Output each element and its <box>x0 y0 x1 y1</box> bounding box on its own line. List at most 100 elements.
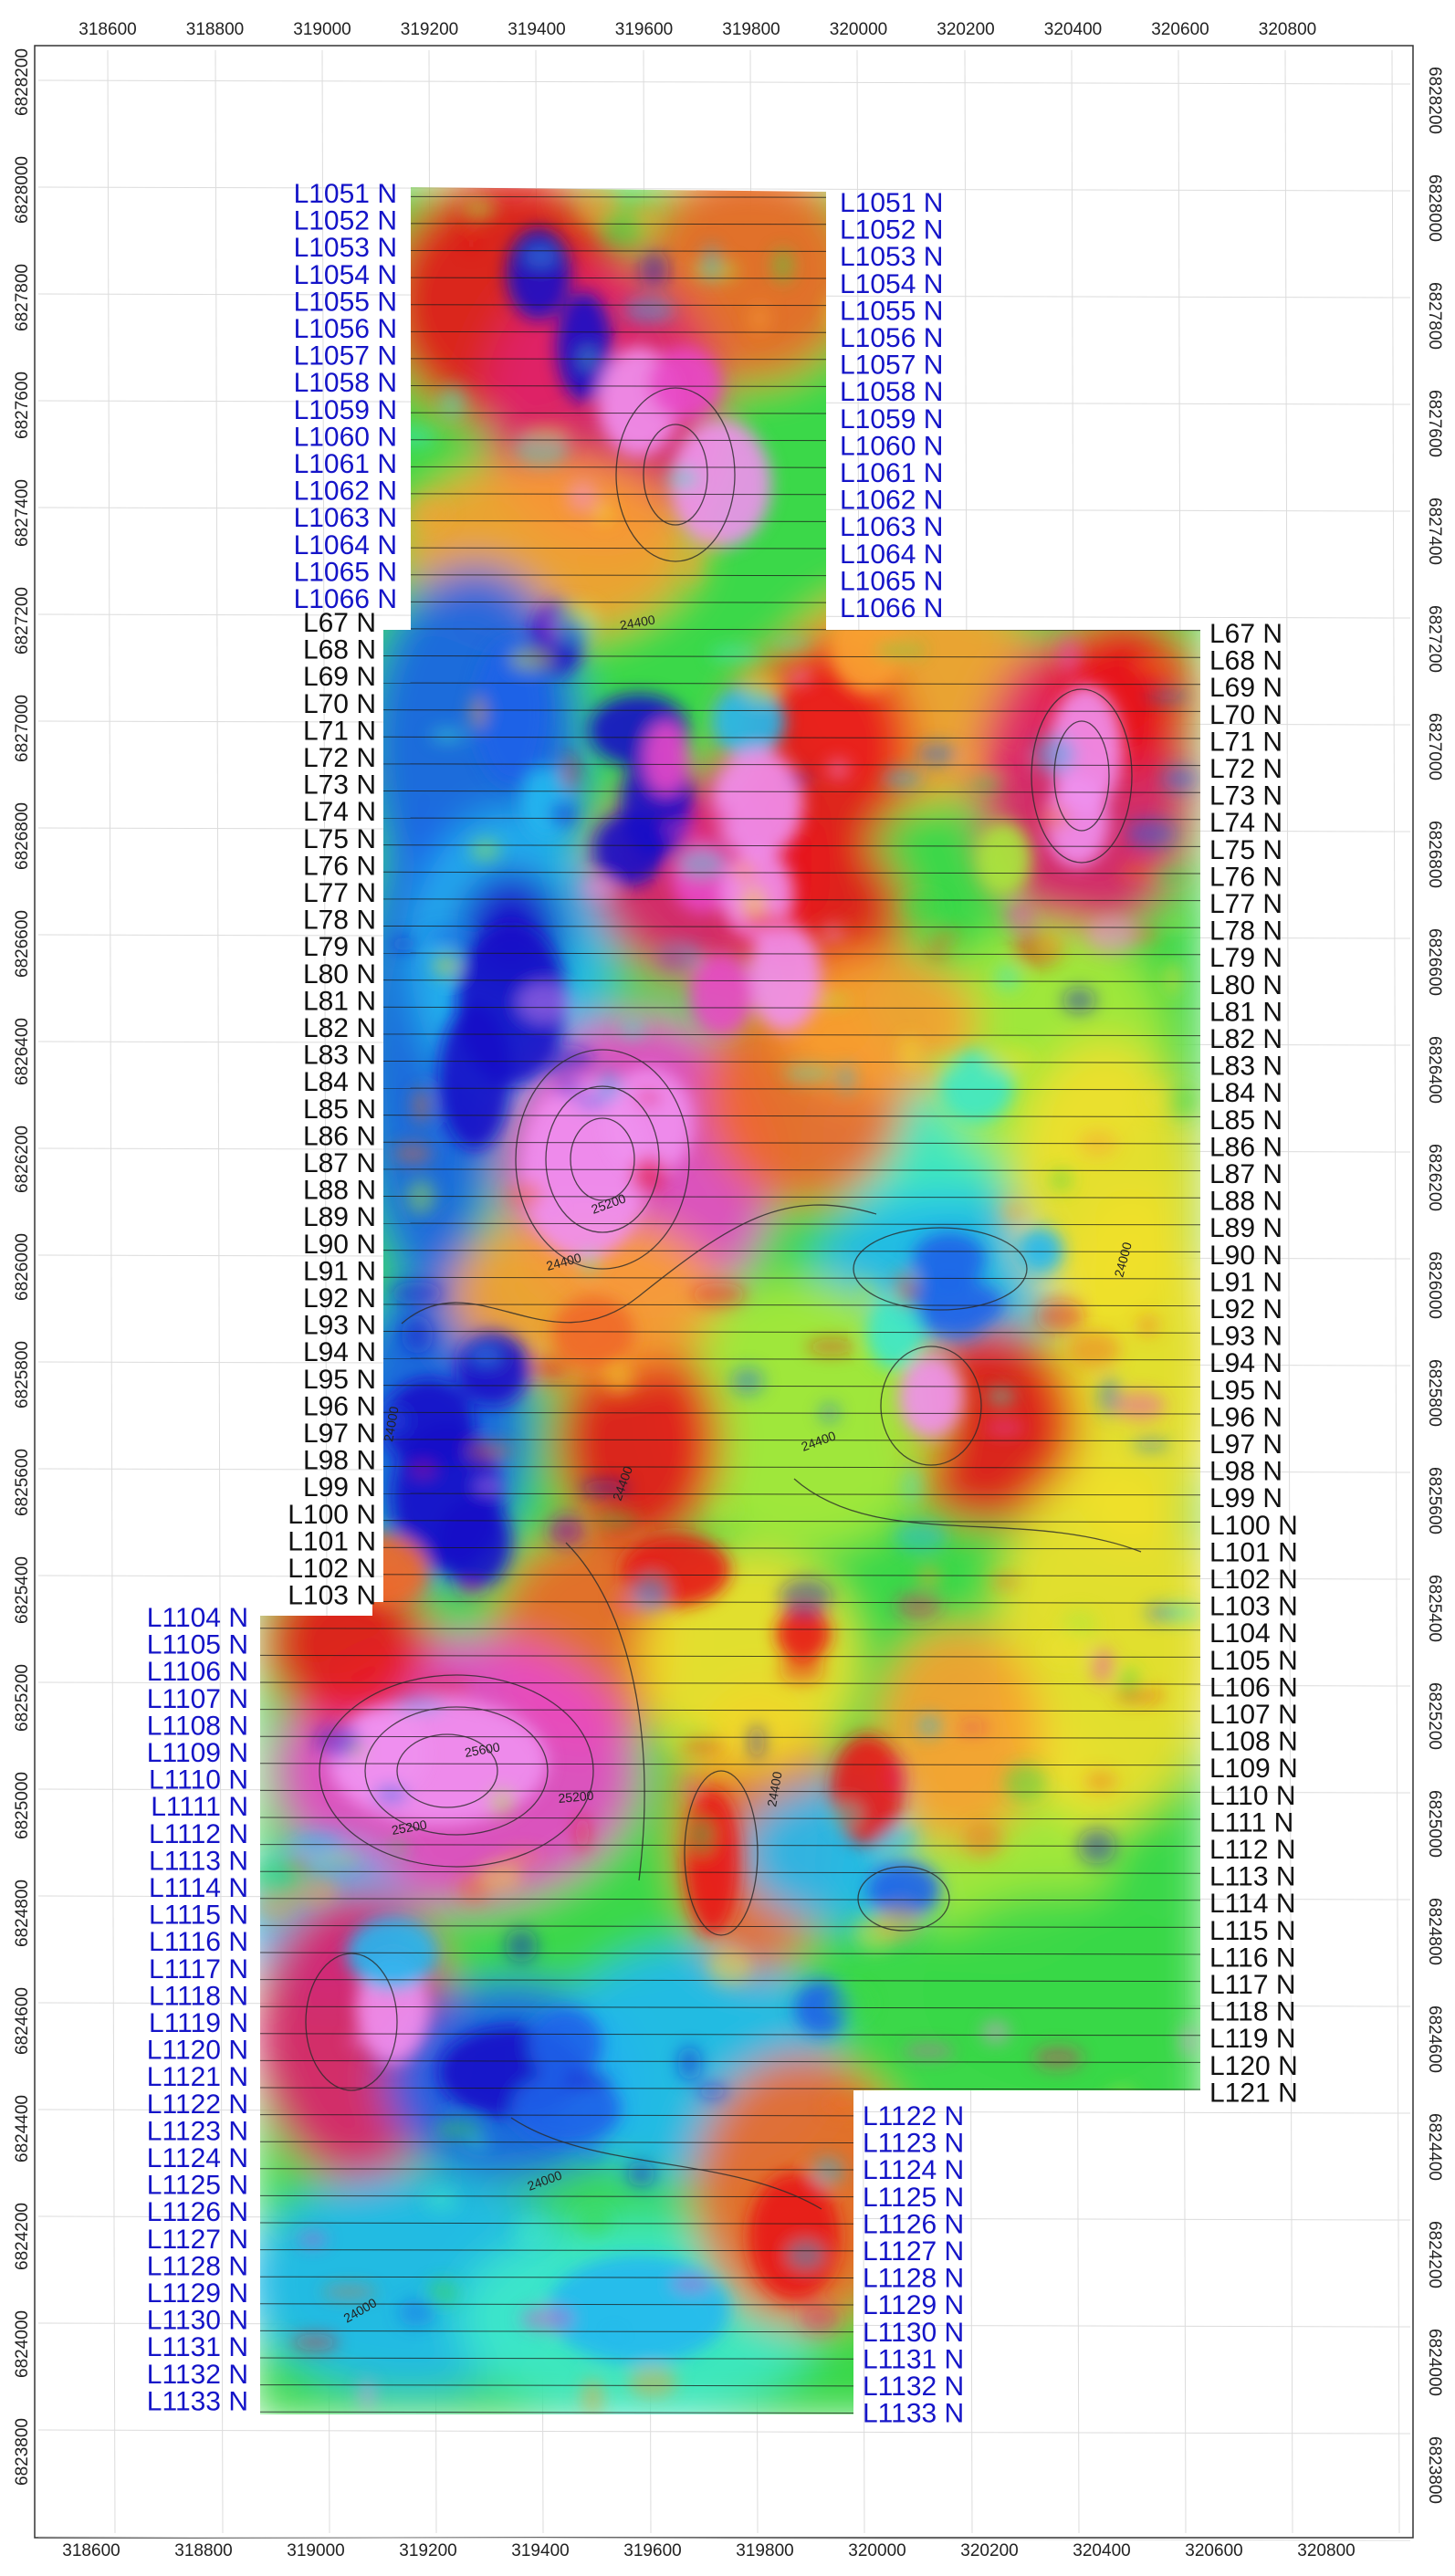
y-tick-label-right: 6825000 <box>1425 1790 1444 1858</box>
flight-line-label: L1056 N <box>840 323 943 353</box>
flight-line-label: L94 N <box>1209 1348 1282 1378</box>
flight-line-label: L1065 N <box>294 557 397 587</box>
y-tick-label-right: 6824800 <box>1425 1898 1444 1965</box>
y-tick-label-right: 6826600 <box>1425 928 1444 996</box>
flight-line-label: L109 N <box>1209 1754 1298 1784</box>
y-tick-label-right: 6827000 <box>1425 713 1444 780</box>
flight-line-label: L96 N <box>303 1391 376 1421</box>
flight-line-label: L78 N <box>303 906 376 936</box>
flight-line-label: L89 N <box>303 1202 376 1232</box>
flight-line-label: L93 N <box>303 1311 376 1341</box>
flight-line-label: L1059 N <box>294 395 397 425</box>
flight-line-label: L1106 N <box>147 1657 248 1687</box>
flight-line-label: L91 N <box>303 1256 376 1286</box>
flight-line-label: L103 N <box>288 1581 376 1611</box>
flight-line-label: L83 N <box>303 1041 376 1071</box>
flight-line-label: L77 N <box>1209 889 1282 919</box>
y-tick-label-left: 6826000 <box>13 1233 32 1301</box>
flight-line-label: L1129 N <box>863 2290 964 2320</box>
flight-line-label: L116 N <box>1209 1942 1296 1973</box>
flight-line-label: L91 N <box>1209 1267 1282 1297</box>
contour-lines <box>305 387 1142 2210</box>
flight-line-label: L1063 N <box>840 512 943 542</box>
flight-line-label: L100 N <box>1209 1511 1298 1541</box>
flight-line-label: L76 N <box>1209 862 1282 892</box>
flight-line-label: L107 N <box>1209 1700 1298 1730</box>
y-tick-label-left: 6824800 <box>13 1880 32 1947</box>
flight-line-label: L1109 N <box>147 1738 248 1768</box>
flight-line-label: L92 N <box>303 1283 376 1314</box>
y-tick-label-left: 6827600 <box>13 372 32 439</box>
flight-line-label: L1058 N <box>294 368 397 398</box>
y-tick-label-left: 6828200 <box>13 48 32 116</box>
flight-line-label: L105 N <box>1209 1646 1298 1676</box>
flight-line-label: L1051 N <box>840 188 943 218</box>
flight-line-label: L101 N <box>1209 1537 1298 1567</box>
x-tick-label-top: 319600 <box>615 20 673 39</box>
flight-line-label: L101 N <box>288 1526 376 1556</box>
flight-line-label: L1118 N <box>149 1981 248 2011</box>
flight-line-label: L1105 N <box>147 1630 248 1660</box>
flight-line-label: L1131 N <box>147 2332 248 2362</box>
flight-line-label: L1058 N <box>840 377 943 407</box>
flight-line-label: L67 N <box>303 608 376 638</box>
flight-line-label: L89 N <box>1209 1213 1282 1243</box>
flight-line-label: L1059 N <box>840 404 943 435</box>
flight-line-label: L95 N <box>303 1365 376 1395</box>
flight-line-label: L1127 N <box>863 2236 964 2267</box>
y-tick-label-right: 6826400 <box>1425 1036 1444 1104</box>
flight-line-label: L1123 N <box>863 2129 964 2159</box>
y-tick-label-left: 6824000 <box>13 2310 32 2378</box>
contour-label: 25600 <box>464 1739 501 1760</box>
flight-line-label: L98 N <box>1209 1457 1282 1487</box>
flight-line-label: L1127 N <box>147 2225 248 2255</box>
flight-line-label: L68 N <box>1209 646 1282 676</box>
flight-line-label: L1121 N <box>147 2062 248 2092</box>
flight-line-label: L77 N <box>303 878 376 908</box>
flight-line-label: L108 N <box>1209 1727 1298 1757</box>
x-tick-label-bottom: 318800 <box>174 2541 232 2560</box>
y-tick-label-left: 6825000 <box>13 1772 32 1839</box>
flight-line-label: L84 N <box>303 1067 376 1097</box>
flight-line-label: L73 N <box>1209 781 1282 812</box>
flight-line-label: L71 N <box>303 716 376 746</box>
flight-line-label: L1051 N <box>294 179 397 209</box>
y-tick-label-left: 6825800 <box>13 1341 32 1408</box>
flight-line-label: L1132 N <box>863 2372 964 2402</box>
x-tick-label-top: 320200 <box>937 20 994 39</box>
y-tick-label-right: 6825400 <box>1425 1575 1444 1642</box>
flight-line-label: L1126 N <box>863 2209 964 2239</box>
y-tick-label-left: 6827200 <box>13 587 32 654</box>
x-tick-label-top: 320000 <box>830 20 887 39</box>
flight-line-label: L1063 N <box>294 503 397 533</box>
flight-line-label: L97 N <box>1209 1429 1282 1460</box>
x-tick-label-top: 320600 <box>1151 20 1209 39</box>
flight-line-label: L1061 N <box>294 449 397 479</box>
y-axis-left: 6828200 6828000 6827800 6827600 6827400 68272… <box>13 48 32 2486</box>
flight-line-label: L1131 N <box>863 2344 964 2374</box>
flight-line-label: L87 N <box>1209 1159 1282 1189</box>
flight-line-label: L1053 N <box>840 242 943 272</box>
flight-line-label: L80 N <box>303 959 376 990</box>
flight-line-label: L1060 N <box>840 431 943 461</box>
flight-line-label: L99 N <box>1209 1483 1282 1513</box>
flight-line-label: L96 N <box>1209 1402 1282 1432</box>
y-tick-label-right: 6823800 <box>1425 2436 1444 2504</box>
flight-line-label: L1122 N <box>863 2101 964 2131</box>
flight-line-label: L1055 N <box>840 296 943 326</box>
flight-line-label: L70 N <box>303 689 376 719</box>
flight-line-label: L79 N <box>1209 943 1282 973</box>
y-tick-label-left: 6825600 <box>13 1449 32 1516</box>
flight-line-label: L1107 N <box>147 1684 248 1714</box>
flight-line-label: L1112 N <box>149 1819 248 1849</box>
x-tick-label-bottom: 319400 <box>511 2541 569 2560</box>
x-tick-label-bottom: 320800 <box>1297 2541 1355 2560</box>
flight-line-label: L95 N <box>1209 1376 1282 1406</box>
flight-line-label: L1052 N <box>294 206 397 236</box>
contour-label: 24400 <box>619 612 656 633</box>
x-tick-label-bottom: 320000 <box>848 2541 905 2560</box>
flight-line-label: L1056 N <box>294 314 397 344</box>
y-tick-label-left: 6827800 <box>13 264 32 331</box>
y-tick-label-left: 6824200 <box>13 2203 32 2270</box>
flight-line-label: L1116 N <box>149 1927 248 1957</box>
